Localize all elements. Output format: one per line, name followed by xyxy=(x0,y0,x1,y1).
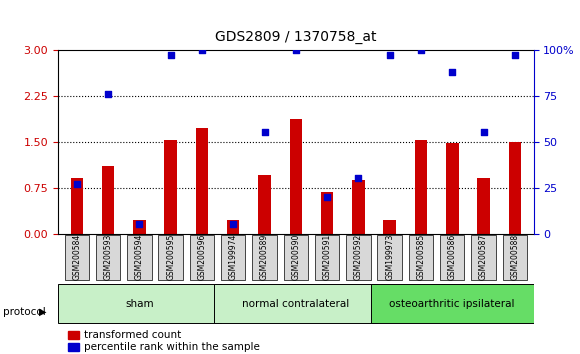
Text: GSM200589: GSM200589 xyxy=(260,233,269,280)
Point xyxy=(72,181,81,187)
FancyBboxPatch shape xyxy=(215,284,377,324)
Text: GSM200587: GSM200587 xyxy=(479,233,488,280)
Bar xyxy=(446,143,459,234)
Text: normal contralateral: normal contralateral xyxy=(242,298,349,309)
Point xyxy=(229,222,238,227)
Text: GSM200584: GSM200584 xyxy=(72,233,81,280)
Text: protocol: protocol xyxy=(3,307,46,317)
Bar xyxy=(102,166,114,234)
FancyBboxPatch shape xyxy=(315,235,339,280)
Text: GSM199973: GSM199973 xyxy=(385,233,394,280)
Point xyxy=(510,52,520,58)
Point xyxy=(448,69,457,74)
Point xyxy=(260,130,269,135)
Point xyxy=(479,130,488,135)
FancyBboxPatch shape xyxy=(64,235,89,280)
Text: GSM200592: GSM200592 xyxy=(354,233,363,280)
FancyBboxPatch shape xyxy=(158,235,183,280)
FancyBboxPatch shape xyxy=(284,235,308,280)
Bar xyxy=(321,192,333,234)
Bar xyxy=(477,178,490,234)
Point xyxy=(103,91,113,97)
Point xyxy=(354,176,363,181)
FancyBboxPatch shape xyxy=(409,235,433,280)
FancyBboxPatch shape xyxy=(371,284,534,324)
Text: GSM200594: GSM200594 xyxy=(135,233,144,280)
Point xyxy=(322,194,332,200)
Text: sham: sham xyxy=(125,298,154,309)
Text: ▶: ▶ xyxy=(39,307,47,317)
Text: GSM199974: GSM199974 xyxy=(229,233,238,280)
Text: GSM200593: GSM200593 xyxy=(104,233,113,280)
FancyBboxPatch shape xyxy=(346,235,371,280)
Point xyxy=(135,222,144,227)
FancyBboxPatch shape xyxy=(440,235,465,280)
Point xyxy=(166,52,175,58)
Bar xyxy=(164,141,177,234)
Bar xyxy=(415,141,427,234)
Bar xyxy=(352,179,365,234)
Bar xyxy=(509,142,521,234)
Text: osteoarthritic ipsilateral: osteoarthritic ipsilateral xyxy=(390,298,515,309)
Point xyxy=(291,47,300,52)
Text: GSM200591: GSM200591 xyxy=(322,233,332,280)
Text: GSM200590: GSM200590 xyxy=(291,233,300,280)
FancyBboxPatch shape xyxy=(472,235,496,280)
Text: GSM200595: GSM200595 xyxy=(166,233,175,280)
Text: GSM200586: GSM200586 xyxy=(448,233,456,280)
FancyBboxPatch shape xyxy=(252,235,277,280)
Point xyxy=(416,47,426,52)
FancyBboxPatch shape xyxy=(127,235,151,280)
FancyBboxPatch shape xyxy=(58,284,221,324)
Text: GSM200588: GSM200588 xyxy=(510,234,519,280)
Bar xyxy=(71,178,83,234)
Text: GSM200596: GSM200596 xyxy=(197,233,206,280)
FancyBboxPatch shape xyxy=(96,235,120,280)
FancyBboxPatch shape xyxy=(190,235,214,280)
Title: GDS2809 / 1370758_at: GDS2809 / 1370758_at xyxy=(215,30,376,44)
Bar xyxy=(67,331,79,339)
Text: GSM200585: GSM200585 xyxy=(416,233,426,280)
Text: percentile rank within the sample: percentile rank within the sample xyxy=(84,342,260,352)
Bar xyxy=(133,220,146,234)
Bar xyxy=(289,119,302,234)
Bar xyxy=(383,220,396,234)
Point xyxy=(385,52,394,58)
FancyBboxPatch shape xyxy=(378,235,402,280)
Bar xyxy=(67,343,79,351)
Bar xyxy=(258,175,271,234)
FancyBboxPatch shape xyxy=(503,235,527,280)
FancyBboxPatch shape xyxy=(221,235,245,280)
Point xyxy=(197,47,206,52)
Bar xyxy=(195,128,208,234)
Bar xyxy=(227,220,240,234)
Text: transformed count: transformed count xyxy=(84,330,182,340)
